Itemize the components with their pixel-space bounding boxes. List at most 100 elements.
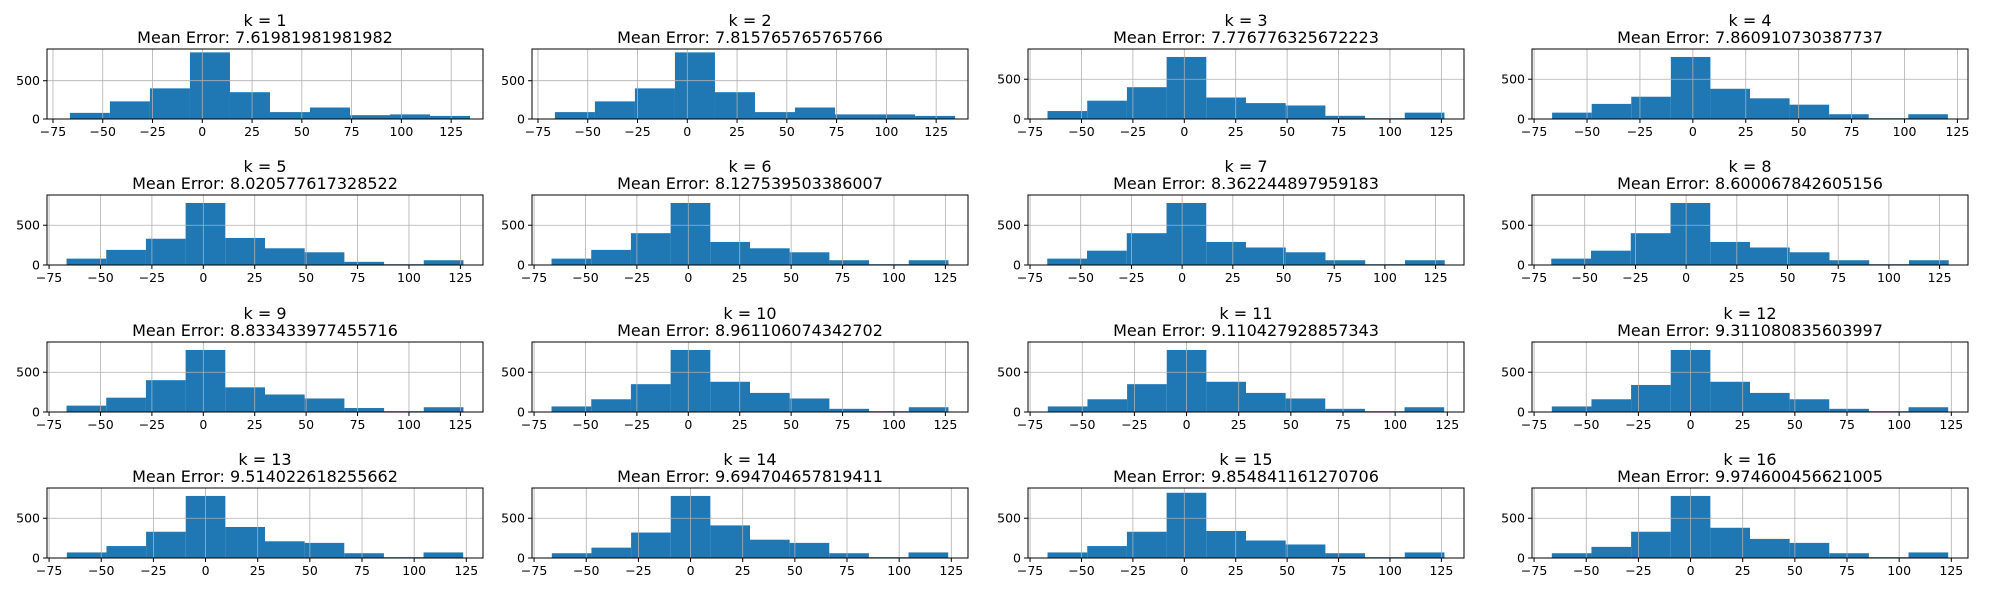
- panel-subtitle: Mean Error: 8.127539503386007: [617, 174, 883, 193]
- x-tick-label: −50: [87, 270, 113, 285]
- histogram-bar: [1246, 540, 1286, 558]
- y-tick-label: 0: [517, 258, 525, 273]
- x-tick-label: 100: [402, 563, 426, 578]
- x-tick-label: 50: [294, 124, 310, 139]
- x-tick-label: 75: [1830, 270, 1846, 285]
- histogram-bar: [1126, 531, 1167, 558]
- histogram-bar: [269, 112, 310, 119]
- x-tick-label: −50: [572, 270, 598, 285]
- axes-frame: [1027, 194, 1465, 266]
- histogram-bar: [1206, 381, 1246, 412]
- x-tick-label: 25: [732, 270, 748, 285]
- x-tick-label: −75: [1017, 417, 1043, 432]
- y-tick-label: 0: [517, 405, 525, 420]
- x-tick-label: 0: [1183, 417, 1191, 432]
- histogram-bar: [1591, 250, 1631, 265]
- axes-frame: [1531, 48, 1969, 120]
- histogram-bar: [423, 407, 464, 412]
- axes-frame: [46, 48, 484, 120]
- x-tick-label: 100: [1373, 270, 1397, 285]
- axes-frame: [1531, 487, 1969, 559]
- histogram-bars: [551, 349, 949, 412]
- y-tick-label: 0: [1013, 258, 1021, 273]
- panel-title: k = 7: [1224, 157, 1267, 176]
- panel-title: k = 4: [1728, 11, 1771, 30]
- x-tick-label: −50: [1069, 417, 1095, 432]
- x-tick-label: 125: [933, 270, 957, 285]
- histogram-bar: [69, 112, 110, 119]
- axes-frame: [531, 341, 969, 413]
- x-tick-label: −25: [624, 417, 650, 432]
- panel-subtitle: Mean Error: 9.694704657819411: [617, 467, 883, 486]
- y-tick-label: 500: [1501, 365, 1525, 380]
- y-tick-label: 500: [501, 73, 525, 88]
- x-tick-label: 50: [1283, 417, 1299, 432]
- x-tick-label: 50: [1787, 417, 1803, 432]
- histogram-bar: [1710, 527, 1750, 558]
- x-tick-label: 125: [933, 417, 957, 432]
- histogram-bar: [1631, 531, 1671, 558]
- histogram-bar: [344, 408, 385, 412]
- panel-subtitle: Mean Error: 9.311080835603997: [1617, 321, 1883, 340]
- histogram-bar: [1789, 104, 1830, 119]
- histogram-bar: [594, 101, 635, 119]
- x-tick-label: −25: [1627, 124, 1653, 139]
- x-tick-label: −50: [1573, 563, 1599, 578]
- x-tick-label: 75: [350, 417, 366, 432]
- histogram-bar: [1710, 381, 1750, 412]
- x-tick-label: 0: [1687, 563, 1695, 578]
- x-tick-label: 50: [1279, 563, 1295, 578]
- histogram-bar: [423, 260, 464, 265]
- x-tick-label: −50: [572, 417, 598, 432]
- x-tick-label: −25: [1625, 563, 1651, 578]
- histogram-bar: [1829, 260, 1870, 265]
- histogram-bar: [225, 237, 265, 265]
- histogram-bar: [1908, 552, 1949, 558]
- histogram-bar: [1047, 406, 1088, 412]
- histogram-bar: [1325, 408, 1365, 412]
- x-tick-label: 25: [1729, 270, 1745, 285]
- x-tick-label: −25: [1120, 563, 1146, 578]
- x-tick-label: 50: [783, 417, 799, 432]
- histogram-bar: [1126, 233, 1167, 265]
- x-tick-label: −25: [625, 563, 651, 578]
- histogram-bar: [1047, 258, 1088, 265]
- y-tick-label: 500: [501, 365, 525, 380]
- histogram-bars: [66, 495, 464, 558]
- histogram-bar: [66, 405, 107, 412]
- histogram-bar: [304, 542, 345, 558]
- x-tick-label: 25: [1225, 270, 1241, 285]
- x-tick-label: −25: [139, 270, 165, 285]
- axes-frame: [1531, 194, 1969, 266]
- axes-frame: [46, 194, 484, 266]
- panel-title: k = 3: [1224, 11, 1267, 30]
- x-tick-label: −75: [1017, 270, 1043, 285]
- panel-title: k = 13: [238, 450, 291, 469]
- x-tick-label: 50: [783, 270, 799, 285]
- histogram-bar: [750, 539, 790, 558]
- axes-frame: [531, 48, 969, 120]
- histogram-bar: [591, 249, 631, 265]
- x-tick-label: 125: [939, 563, 963, 578]
- x-tick-label: −25: [139, 417, 165, 432]
- y-tick-label: 0: [1517, 405, 1525, 420]
- x-tick-label: 75: [1326, 270, 1342, 285]
- histogram-bar: [750, 248, 790, 265]
- histogram-bar: [1285, 398, 1326, 412]
- histogram-bar: [1670, 202, 1711, 265]
- y-tick-label: 0: [32, 258, 40, 273]
- y-tick-label: 0: [1517, 258, 1525, 273]
- x-tick-label: 100: [882, 417, 906, 432]
- x-tick-label: 25: [1738, 124, 1754, 139]
- x-tick-label: 50: [298, 270, 314, 285]
- panel-title: k = 14: [723, 450, 776, 469]
- x-tick-label: −50: [90, 124, 116, 139]
- x-tick-label: 0: [1180, 124, 1188, 139]
- x-tick-label: 50: [1279, 124, 1295, 139]
